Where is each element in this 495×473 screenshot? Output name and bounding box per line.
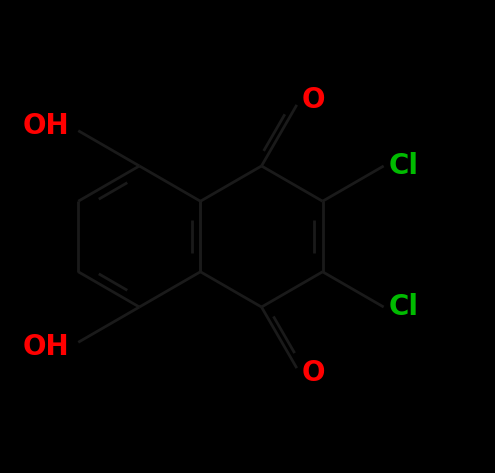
Text: Cl: Cl: [389, 293, 418, 321]
Text: OH: OH: [22, 112, 69, 140]
Text: Cl: Cl: [389, 152, 418, 180]
Text: O: O: [301, 359, 325, 387]
Text: O: O: [301, 86, 325, 114]
Text: OH: OH: [22, 333, 69, 361]
